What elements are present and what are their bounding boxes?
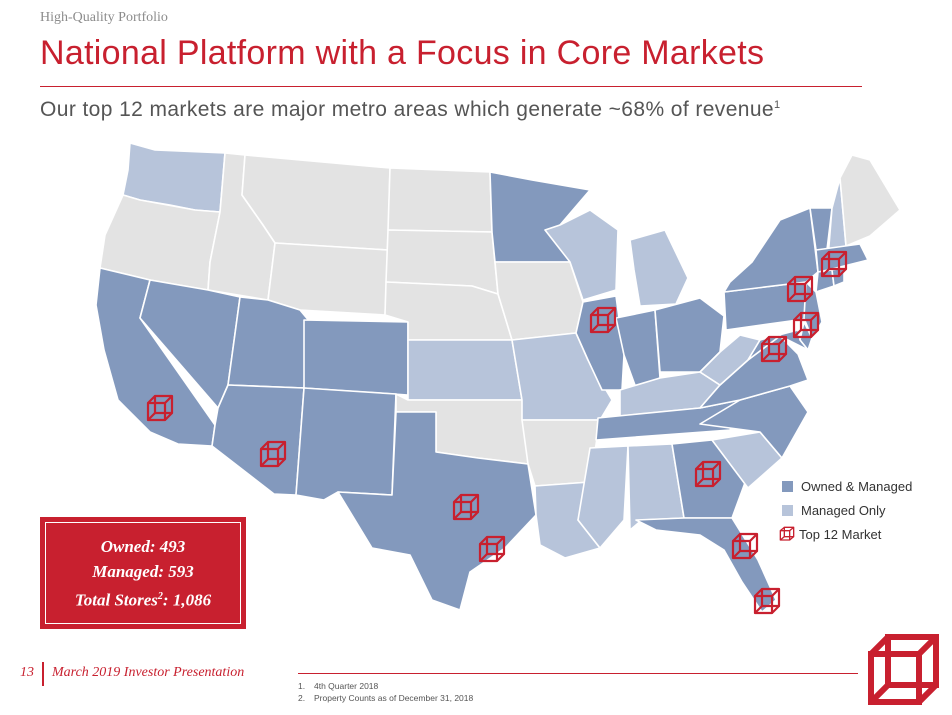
title-rule bbox=[40, 86, 862, 87]
legend-managed-only-label: Managed Only bbox=[801, 502, 886, 518]
footnote-2: 2. Property Counts as of December 31, 201… bbox=[298, 692, 473, 704]
state-co bbox=[303, 319, 409, 396]
state-ia bbox=[494, 261, 584, 341]
state-me bbox=[839, 154, 901, 247]
us-state-map bbox=[95, 142, 901, 615]
state-wi bbox=[544, 209, 619, 301]
cube-outline-icon bbox=[779, 526, 795, 541]
footnotes: 1. 4th Quarter 2018 2. Property Counts as … bbox=[298, 680, 473, 704]
managed-only-swatch bbox=[782, 504, 793, 516]
state-nd bbox=[387, 167, 493, 233]
store-count-frame: Owned: 493 Managed: 593 Total Stores2: 1… bbox=[45, 522, 241, 624]
top-market-cube-icon bbox=[259, 440, 287, 468]
map-legend: Owned & Managed Managed Only Top 12 Mark… bbox=[779, 474, 912, 546]
managed-count: Managed: 593 bbox=[92, 559, 194, 584]
total-value: 1,086 bbox=[172, 590, 212, 610]
top-market-cube-icon bbox=[694, 460, 722, 488]
top-market-cube-icon bbox=[478, 535, 506, 563]
legend-top-market-label: Top 12 Market bbox=[799, 526, 882, 542]
subtitle-footnote-ref: 1 bbox=[774, 99, 781, 111]
state-az bbox=[211, 384, 305, 496]
total-footnote-ref: 2 bbox=[157, 590, 163, 602]
owned-label: Owned: bbox=[100, 536, 156, 556]
top-market-cube-icon bbox=[589, 306, 617, 334]
cube-logo-icon bbox=[868, 634, 939, 705]
legend-owned-managed: Owned & Managed bbox=[782, 474, 912, 498]
owned-managed-swatch bbox=[782, 480, 793, 492]
footnote-2-num: 2. bbox=[298, 693, 306, 703]
top-market-cube-icon bbox=[792, 311, 820, 339]
footer-rule bbox=[298, 673, 858, 674]
section-eyebrow: High-Quality Portfolio bbox=[40, 10, 168, 25]
presentation-title: March 2019 Investor Presentation bbox=[52, 665, 245, 680]
page-number-separator bbox=[42, 662, 44, 686]
state-ks bbox=[407, 339, 523, 401]
state-mi bbox=[629, 229, 689, 307]
top-market-cube-icon bbox=[731, 532, 759, 560]
footnote-1-text: 4th Quarter 2018 bbox=[314, 681, 379, 691]
state-nm bbox=[295, 387, 397, 501]
footnote-2-text: Property Counts as of December 31, 2018 bbox=[314, 693, 474, 703]
top-market-cube-icon bbox=[146, 394, 174, 422]
state-wy bbox=[267, 242, 389, 316]
top-market-cube-icon bbox=[452, 493, 480, 521]
managed-value: 593 bbox=[168, 561, 194, 581]
state-md bbox=[747, 329, 809, 361]
footnote-1: 1. 4th Quarter 2018 bbox=[298, 680, 473, 692]
state-shapes bbox=[95, 142, 901, 613]
subtitle-text: Our top 12 markets are major metro areas… bbox=[40, 98, 775, 121]
managed-label: Managed: bbox=[92, 561, 165, 581]
top-market-cube-icon bbox=[760, 335, 788, 363]
owned-count: Owned: 493 bbox=[101, 534, 186, 559]
footnote-1-num: 1. bbox=[298, 681, 306, 691]
total-separator: : bbox=[162, 590, 169, 610]
legend-owned-managed-label: Owned & Managed bbox=[801, 478, 913, 494]
total-count: Total Stores2: 1,086 bbox=[75, 584, 211, 613]
top-market-markers bbox=[146, 250, 848, 615]
top-market-cube-icon bbox=[786, 275, 814, 303]
page-subtitle: Our top 12 markets are major metro areas… bbox=[40, 98, 781, 122]
store-count-box: Owned: 493 Managed: 593 Total Stores2: 1… bbox=[40, 517, 246, 629]
top-market-cube-icon bbox=[753, 587, 781, 615]
state-ms bbox=[577, 445, 629, 549]
top-market-cube-icon bbox=[820, 250, 848, 278]
total-label: Total Stores bbox=[74, 590, 158, 610]
legend-top-market: Top 12 Market bbox=[779, 522, 912, 546]
state-il bbox=[575, 295, 625, 391]
page-title: National Platform with a Focus in Core M… bbox=[40, 34, 765, 72]
page-number: 13 bbox=[20, 665, 34, 680]
owned-value: 493 bbox=[159, 536, 186, 556]
state-ut bbox=[227, 296, 311, 389]
legend-managed-only: Managed Only bbox=[782, 498, 912, 522]
